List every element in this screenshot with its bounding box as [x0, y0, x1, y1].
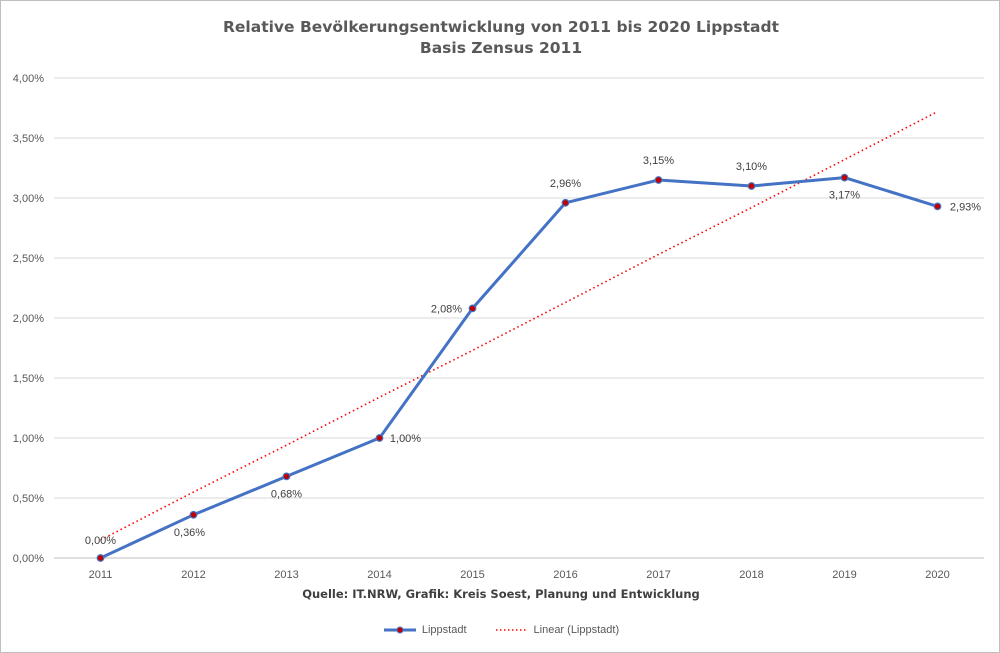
data-label: 0,68%	[271, 488, 302, 500]
legend-line-dotted-icon	[495, 629, 528, 631]
data-point	[189, 510, 198, 519]
y-tick-label: 3,50%	[13, 133, 44, 145]
data-label: 2,93%	[950, 201, 981, 213]
y-tick-label: 2,00%	[13, 313, 44, 325]
legend-line-solid-icon	[383, 626, 416, 634]
data-label: 0,00%	[85, 535, 116, 547]
x-axis-ticks: 2011 2012 2013 2014 2015 2016 2017 2018 2019 2020	[89, 569, 950, 581]
y-tick-label: 1,50%	[13, 373, 44, 385]
data-point	[747, 182, 756, 190]
series-line-linear-trend	[100, 110, 938, 541]
y-tick-label: 2,50%	[13, 253, 44, 265]
data-point	[654, 176, 663, 184]
data-point	[561, 198, 570, 207]
legend: Lippstadt Linear (Lippstadt)	[1, 624, 999, 636]
x-tick-label: 2017	[646, 569, 670, 581]
data-label: 2,96%	[550, 178, 581, 190]
data-labels: 0,00% 0,36% 0,68% 1,00% 2,08% 2,96% 3,15% 3,10%…	[85, 155, 981, 547]
data-point	[96, 554, 105, 562]
x-tick-label: 2015	[460, 569, 484, 581]
data-label: 2,08%	[431, 303, 462, 315]
x-tick-label: 2018	[739, 569, 763, 581]
chart-title: Relative Bevölkerungsentwicklung von 201…	[222, 18, 779, 36]
data-label: 3,17%	[829, 190, 860, 202]
data-label: 3,10%	[736, 161, 767, 173]
x-tick-label: 2016	[553, 569, 577, 581]
y-tick-label: 4,00%	[13, 73, 44, 85]
legend-label-lippstadt: Lippstadt	[421, 624, 467, 636]
x-tick-label: 2020	[925, 569, 949, 581]
data-label: 3,15%	[643, 155, 674, 167]
chart-subtitle: Basis Zensus 2011	[419, 39, 583, 57]
data-point	[375, 434, 384, 442]
data-point	[933, 202, 942, 211]
legend-item-linear: Linear (Lippstadt)	[495, 624, 620, 636]
legend-item-lippstadt: Lippstadt	[383, 624, 467, 636]
series-layer	[96, 173, 942, 562]
gridlines	[54, 77, 984, 559]
x-tick-label: 2013	[274, 569, 298, 581]
data-point	[468, 304, 477, 313]
series-line-lippstadt	[99, 176, 938, 560]
y-tick-label: 3,00%	[13, 193, 44, 205]
y-tick-label: 1,00%	[13, 433, 44, 445]
data-label: 0,36%	[174, 527, 205, 539]
x-tick-label: 2019	[832, 569, 856, 581]
x-tick-label: 2012	[181, 569, 205, 581]
x-tick-label: 2014	[367, 569, 391, 581]
y-tick-label: 0,50%	[13, 493, 44, 505]
data-point	[840, 173, 849, 182]
x-axis-title: Quelle: IT.NRW, Grafik: Kreis Soest, Pla…	[302, 587, 700, 601]
x-tick-label: 2011	[89, 569, 113, 581]
y-axis-ticks: 0,00% 0,50% 1,00% 1,50% 2,00% 2,50% 3,00% 3,50%…	[13, 73, 44, 565]
legend-label-linear: Linear (Lippstadt)	[533, 624, 620, 636]
data-label: 1,00%	[390, 433, 421, 445]
data-point	[282, 472, 291, 481]
y-tick-label: 0,00%	[13, 553, 44, 565]
trendline-layer	[100, 110, 938, 541]
